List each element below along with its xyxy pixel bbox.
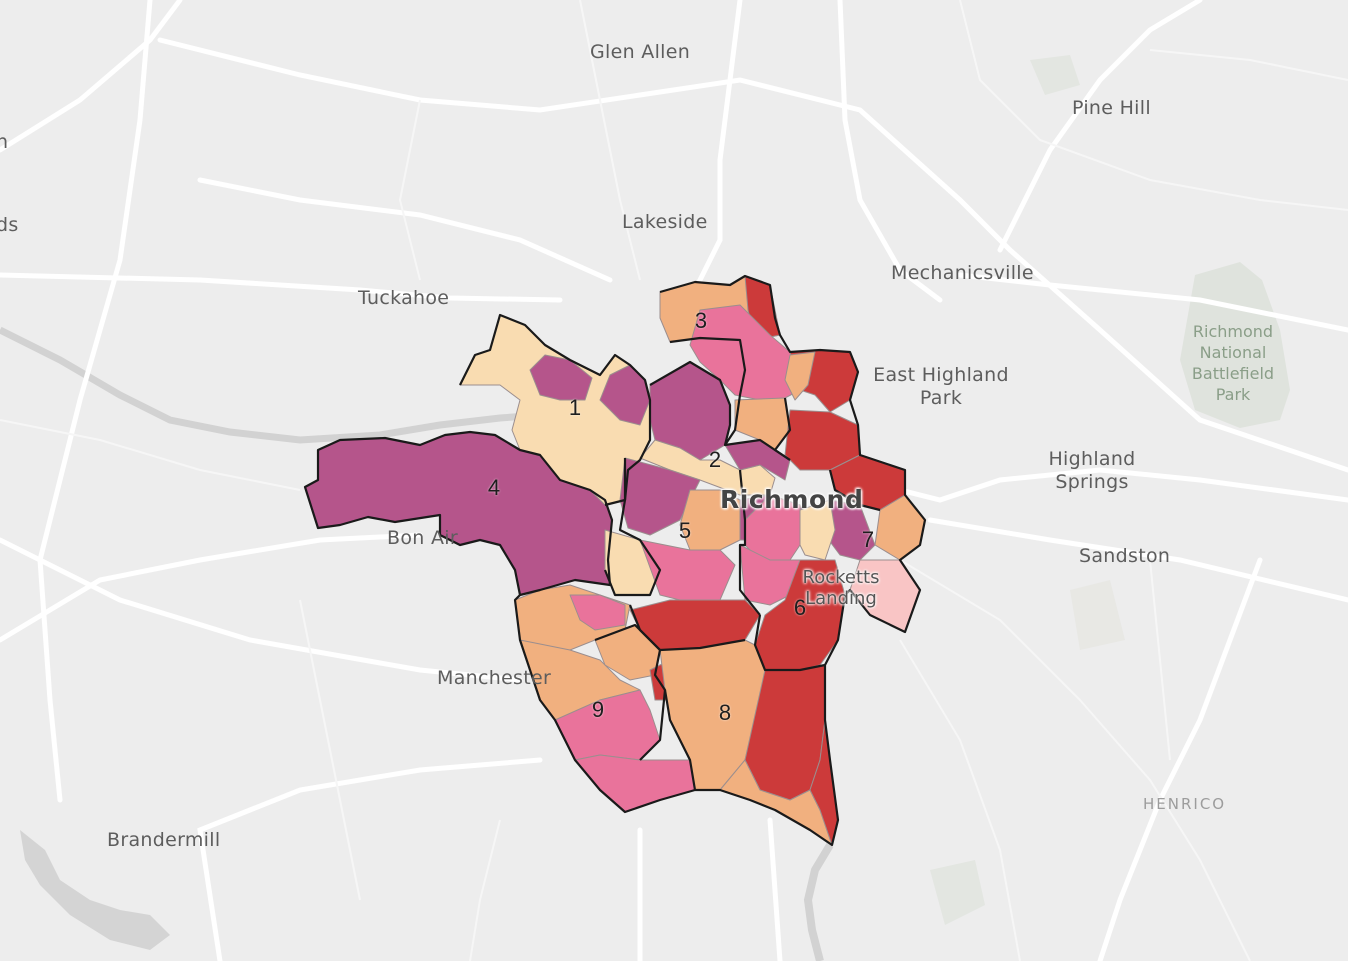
place-east-highland-park-line1: East Highland — [873, 364, 1009, 386]
district-label-3[interactable]: 3 — [694, 308, 708, 333]
district-label-4[interactable]: 4 — [487, 475, 501, 500]
city-label: Richmond — [720, 485, 864, 514]
place-highland-springs-line2: Springs — [1055, 471, 1129, 493]
place-tuckahoe: Tuckahoe — [358, 287, 450, 309]
place-bon-air: Bon Air — [387, 527, 458, 549]
district-label-9[interactable]: 9 — [591, 697, 605, 722]
place-manchester: Manchester — [437, 667, 552, 689]
place-sandston: Sandston — [1079, 545, 1171, 567]
park-line1: Richmond — [1192, 322, 1274, 341]
place-highland-springs-line1: Highland — [1048, 448, 1136, 470]
county-label: HENRICO — [1143, 795, 1227, 813]
place-mechanicsville: Mechanicsville — [891, 262, 1034, 284]
park-line2: National — [1199, 343, 1267, 362]
park-richmond-battlefield: Richmond National Battlefield Park — [1192, 321, 1274, 405]
district-label-2[interactable]: 2 — [708, 447, 722, 472]
place-pine-hill: Pine Hill — [1072, 97, 1151, 119]
place-rocketts-landing: Rocketts Landing — [803, 567, 880, 609]
place-lakeside: Lakeside — [622, 211, 708, 233]
district-label-5[interactable]: 5 — [678, 518, 692, 543]
place-edge-left-1: n — [0, 131, 9, 153]
park-line4: Park — [1215, 385, 1251, 404]
rocketts-line2: Landing — [805, 588, 877, 609]
park-line3: Battlefield — [1191, 364, 1275, 383]
place-edge-left-2: ds — [0, 214, 19, 236]
district-label-1[interactable]: 1 — [568, 395, 582, 420]
district-label-8[interactable]: 8 — [718, 700, 732, 725]
rocketts-line1: Rocketts — [802, 567, 880, 588]
place-east-highland-park-line2: Park — [919, 387, 963, 409]
place-east-highland-park: East Highland Park — [873, 364, 1009, 410]
district-label-6[interactable]: 6 — [793, 595, 807, 620]
place-brandermill: Brandermill — [107, 829, 221, 851]
place-glen-allen: Glen Allen — [590, 41, 691, 63]
district-label-7[interactable]: 7 — [861, 527, 875, 552]
place-highland-springs: Highland Springs — [1048, 448, 1135, 494]
